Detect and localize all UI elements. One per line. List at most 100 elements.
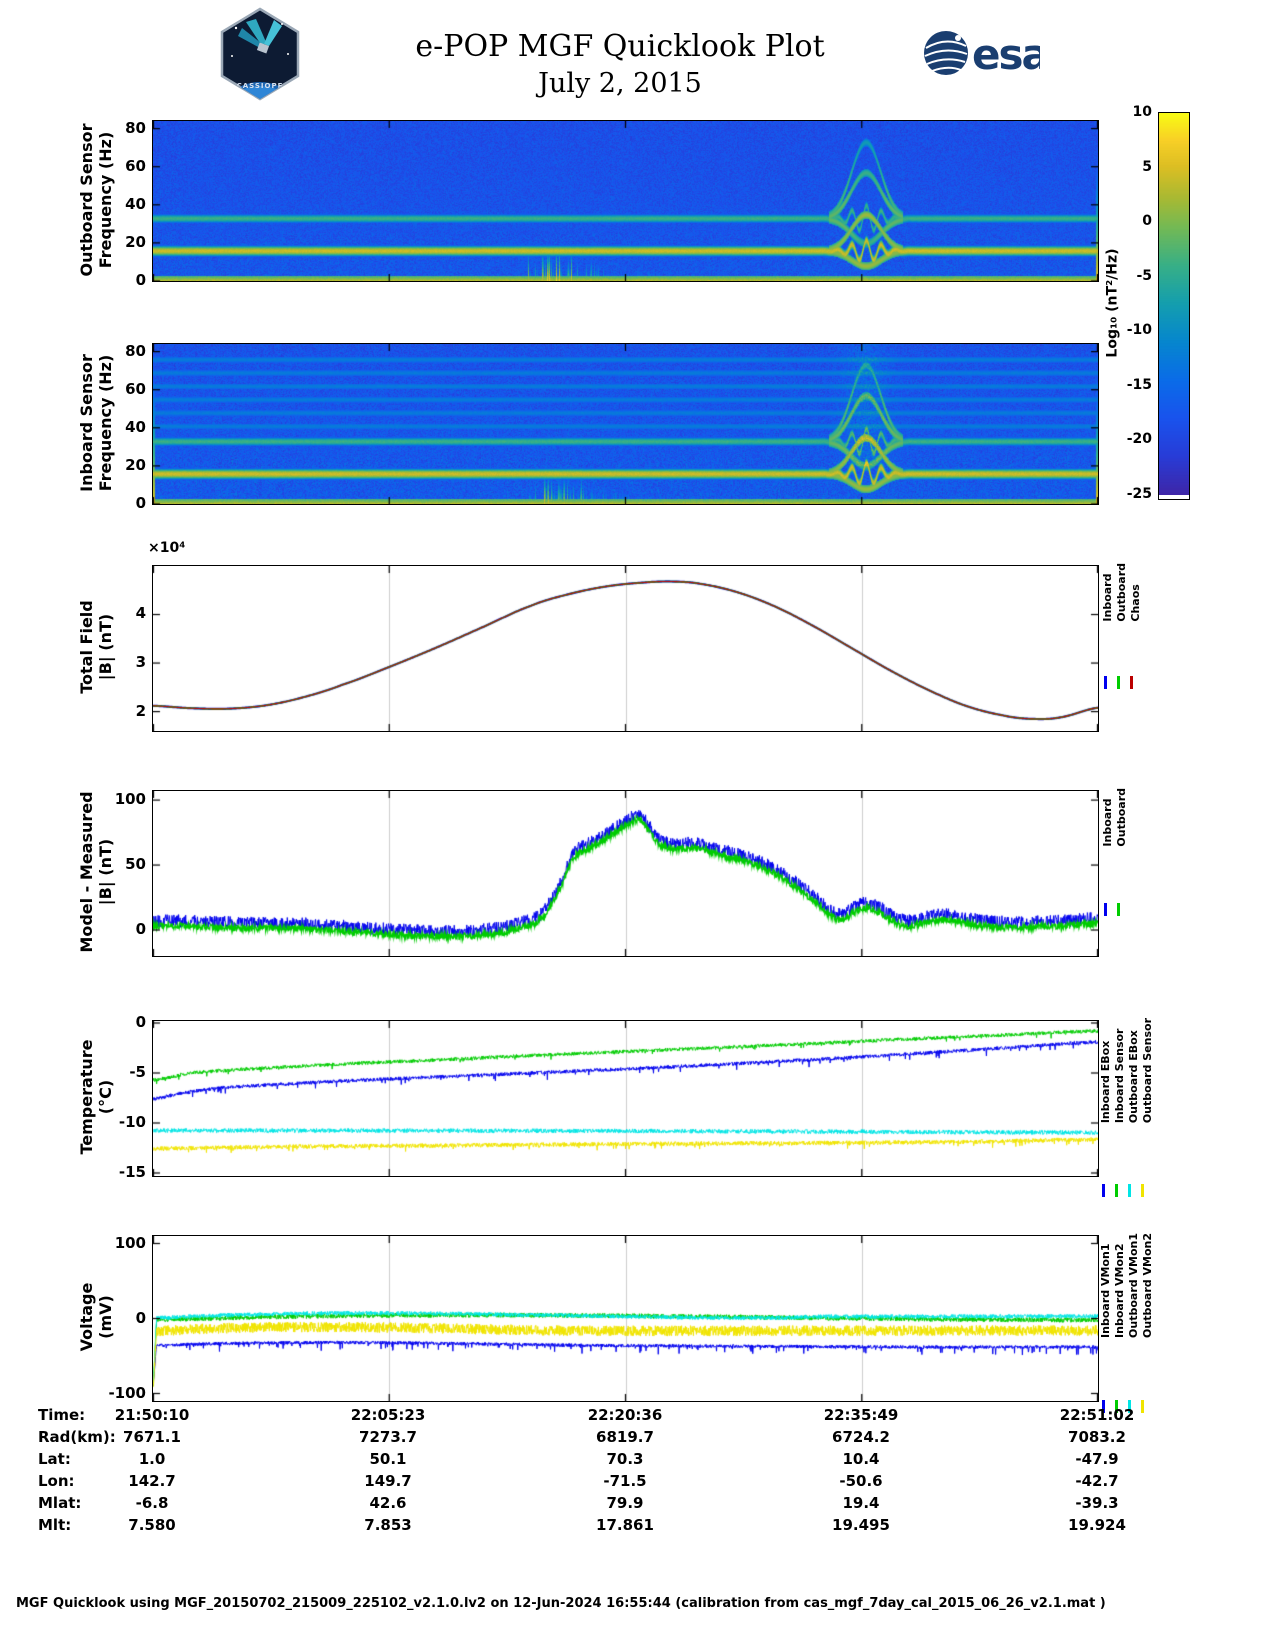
model-measured-panel: [152, 790, 1099, 957]
axis-value: -50.6: [839, 1472, 883, 1490]
axis-value: 22:35:49: [823, 1406, 899, 1424]
figure-date: July 2, 2015: [538, 68, 702, 99]
axis-value: 19.924: [1068, 1516, 1126, 1534]
ytick: 100: [114, 1234, 146, 1252]
legend-model-measured: Inboard Outboard: [1101, 788, 1128, 847]
ytick: -5: [129, 1063, 146, 1081]
axis-value: 21:50:10: [114, 1406, 190, 1424]
ytick: 4: [135, 604, 146, 622]
axis-row-label: Mlt:: [38, 1516, 72, 1534]
ytick: 50: [125, 855, 146, 873]
legend-voltage: Inboard VMon1 Inboard VMon2 Outboard VMo…: [1099, 1233, 1154, 1338]
legend-marker: [1102, 1184, 1105, 1197]
axis-row-rad: Rad(km): 7671.1 7273.7 6819.7 6724.2 708…: [0, 1428, 1275, 1450]
colorbar-tick: -20: [1126, 431, 1152, 447]
ytick: 0: [135, 271, 146, 289]
colorbar: [1158, 112, 1190, 500]
legend-marker: [1128, 1400, 1131, 1413]
axis-row-label: Lat:: [38, 1450, 71, 1468]
ytick: 80: [125, 342, 146, 360]
legend-marker: [1117, 676, 1120, 689]
ytick: 40: [125, 418, 146, 436]
legend-marker: [1115, 1184, 1118, 1197]
axis-value: 22:20:36: [587, 1406, 663, 1424]
legend-voltage-markers: [1102, 1400, 1144, 1413]
axis-value: 149.7: [364, 1472, 412, 1490]
legend-temperature-markers: [1102, 1184, 1144, 1197]
axis-value: -39.3: [1075, 1494, 1119, 1512]
axis-value: 22:51:02: [1059, 1406, 1135, 1424]
axis-value: 7671.1: [123, 1428, 181, 1446]
axis-value: 7.580: [128, 1516, 176, 1534]
ytick: 0: [135, 920, 146, 938]
ytick: 20: [125, 233, 146, 251]
colorbar-tick: -5: [1136, 268, 1152, 284]
axis-row-mlt: Mlt: 7.580 7.853 17.861 19.495 19.924: [0, 1516, 1275, 1538]
model-measured-canvas: [153, 791, 1098, 956]
temperature-canvas: [153, 1021, 1098, 1176]
cassiope-mission-logo: CASSIOPE: [220, 7, 300, 101]
legend-marker: [1104, 676, 1107, 689]
legend-marker: [1128, 1184, 1131, 1197]
outboard-spectrogram-panel: [152, 120, 1099, 282]
axis-value: 19.495: [832, 1516, 890, 1534]
axis-value: 42.6: [369, 1494, 407, 1512]
axis-value: 70.3: [606, 1450, 644, 1468]
ytick: -15: [118, 1163, 146, 1181]
legend-marker: [1115, 1400, 1118, 1413]
colorbar-tick: 5: [1142, 159, 1152, 175]
esa-globe-icon: [924, 40, 968, 72]
axis-row-label: Mlat:: [38, 1494, 82, 1512]
total-field-exponent-label: ×10⁴: [148, 540, 186, 556]
axis-row-label: Lon:: [38, 1472, 75, 1490]
footer-provenance-text: MGF Quicklook using MGF_20150702_215009_…: [16, 1596, 1106, 1611]
legend-temperature: Inboard EBox Inboard Sensor Outboard EBo…: [1099, 1018, 1154, 1124]
temperature-panel: [152, 1020, 1099, 1177]
axis-value: 7083.2: [1068, 1428, 1126, 1446]
colorbar-tick: -15: [1126, 377, 1152, 393]
axis-value: 50.1: [369, 1450, 407, 1468]
axis-row-label: Rad(km):: [38, 1428, 116, 1446]
colorbar-tick: -25: [1126, 486, 1152, 502]
axis-value: 19.4: [842, 1494, 880, 1512]
ytick: 60: [125, 380, 146, 398]
legend-total-field: Inboard Outboard Chaos: [1101, 563, 1142, 622]
colorbar-label: Log₁₀ (nT²/Hz): [1104, 248, 1121, 358]
colorbar-tick: 0: [1142, 213, 1152, 229]
page-title: e-POP MGF Quicklook Plot: [415, 29, 825, 64]
figure-title-block: e-POP MGF Quicklook Plot July 2, 2015: [250, 30, 990, 100]
legend-marker: [1141, 1400, 1144, 1413]
axis-value: 22:05:23: [350, 1406, 426, 1424]
ytick: 0: [135, 1309, 146, 1327]
legend-marker: [1117, 903, 1120, 916]
colorbar-tick: 10: [1132, 104, 1152, 120]
esa-logo-text: esa: [972, 30, 1040, 79]
axis-value: 17.861: [596, 1516, 654, 1534]
outboard-spectrogram-canvas: [153, 121, 1098, 281]
axis-value: 7273.7: [359, 1428, 417, 1446]
axis-row-lon: Lon: 142.7 149.7 -71.5 -50.6 -42.7: [0, 1472, 1275, 1494]
total-field-canvas: [153, 566, 1098, 731]
ytick: 2: [135, 702, 146, 720]
ytick: 0: [135, 494, 146, 512]
inboard-spectrogram-panel: [152, 343, 1099, 505]
ytick: 40: [125, 195, 146, 213]
axis-row-mlat: Mlat: -6.8 42.6 79.9 19.4 -39.3: [0, 1494, 1275, 1516]
ytick: 60: [125, 157, 146, 175]
axis-value: -71.5: [603, 1472, 647, 1490]
axis-row-time: Time: 21:50:10 22:05:23 22:20:36 22:35:4…: [0, 1406, 1275, 1428]
colorbar-gradient: [1159, 113, 1189, 495]
axis-value: -42.7: [1075, 1472, 1119, 1490]
ytick: 100: [114, 790, 146, 808]
inboard-spectrogram-canvas: [153, 344, 1098, 504]
axis-value: 142.7: [128, 1472, 176, 1490]
axis-value: -47.9: [1075, 1450, 1119, 1468]
ytick: 20: [125, 456, 146, 474]
satellite-icon: [238, 19, 282, 54]
axis-row-label: Time:: [38, 1406, 86, 1424]
ytick: 80: [125, 119, 146, 137]
ytick: 3: [135, 653, 146, 671]
esa-logo: esa: [924, 30, 1040, 79]
axis-value: 6724.2: [832, 1428, 890, 1446]
